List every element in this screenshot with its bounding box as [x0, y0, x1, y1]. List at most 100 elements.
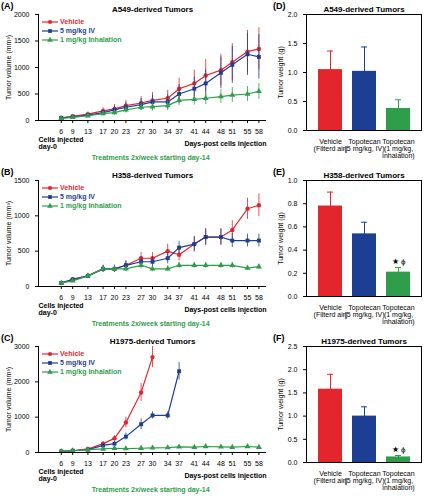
svg-text:41: 41: [190, 128, 198, 135]
svg-text:0.0: 0.0: [288, 293, 298, 300]
svg-text:A549-derived Tumors: A549-derived Tumors: [112, 5, 194, 14]
svg-text:1000: 1000: [14, 64, 30, 71]
svg-text:Cells injectedday-0: Cells injectedday-0: [39, 302, 84, 317]
svg-text:13: 13: [84, 128, 92, 135]
svg-text:37: 37: [175, 294, 183, 301]
svg-text:30: 30: [149, 460, 157, 467]
svg-text:48: 48: [217, 294, 225, 301]
svg-text:Tumor volume (mm³): Tumor volume (mm³): [5, 35, 13, 100]
svg-text:Topotecan(5 mg/kg, IV): Topotecan(5 mg/kg, IV): [344, 470, 384, 485]
svg-text:27: 27: [137, 294, 145, 301]
svg-text:2.0: 2.0: [288, 366, 298, 373]
svg-text:9: 9: [71, 460, 75, 467]
svg-text:34: 34: [164, 294, 172, 301]
svg-text:44: 44: [202, 128, 210, 135]
svg-text:17: 17: [99, 460, 107, 467]
svg-text:2.0: 2.0: [288, 11, 298, 18]
svg-text:0: 0: [26, 449, 30, 456]
svg-text:41: 41: [190, 460, 198, 467]
svg-text:1.0: 1.0: [288, 69, 298, 76]
svg-text:H1975-derived Tumors: H1975-derived Tumors: [321, 337, 407, 346]
svg-text:37: 37: [175, 460, 183, 467]
svg-text:0.2: 0.2: [288, 270, 298, 277]
svg-text:58: 58: [255, 460, 263, 467]
svg-text:Treatments 2x/week starting da: Treatments 2x/week starting day-14: [92, 154, 210, 162]
svg-text:Treatments 2x/week starting da: Treatments 2x/week starting day-14: [92, 486, 210, 494]
svg-text:20: 20: [111, 294, 119, 301]
svg-text:6: 6: [59, 460, 63, 467]
svg-text:20: 20: [111, 128, 119, 135]
svg-text:48: 48: [217, 460, 225, 467]
svg-text:55: 55: [244, 460, 252, 467]
svg-text:51: 51: [228, 128, 236, 135]
svg-text:0.5: 0.5: [288, 98, 298, 105]
svg-text:55: 55: [244, 294, 252, 301]
svg-text:58: 58: [255, 128, 263, 135]
svg-text:13: 13: [84, 460, 92, 467]
svg-text:0.4: 0.4: [288, 246, 298, 253]
svg-text:0: 0: [26, 117, 30, 124]
svg-text:55: 55: [244, 128, 252, 135]
svg-text:23: 23: [122, 460, 130, 467]
svg-text:Days-post cells injection: Days-post cells injection: [184, 140, 266, 148]
svg-text:17: 17: [99, 128, 107, 135]
svg-text:Treatments 2x/week starting da: Treatments 2x/week starting day-14: [92, 320, 210, 328]
svg-text:1000: 1000: [14, 413, 30, 420]
svg-text:1.5: 1.5: [288, 40, 298, 47]
svg-text:Vehicle(Filterd air): Vehicle(Filterd air): [314, 470, 348, 485]
svg-text:30: 30: [149, 294, 157, 301]
svg-text:Tumor volume (mm³): Tumor volume (mm³): [5, 367, 13, 432]
svg-text:0.5: 0.5: [288, 436, 298, 443]
svg-text:3000: 3000: [14, 343, 30, 350]
svg-text:2000: 2000: [14, 11, 30, 18]
svg-text:9: 9: [71, 128, 75, 135]
svg-text:58: 58: [255, 294, 263, 301]
svg-text:34: 34: [164, 460, 172, 467]
svg-text:44: 44: [202, 294, 210, 301]
svg-text:51: 51: [228, 460, 236, 467]
svg-text:Days-post cells injection: Days-post cells injection: [184, 472, 266, 480]
svg-text:Vehicle(Filterd air): Vehicle(Filterd air): [314, 304, 348, 319]
svg-text:1500: 1500: [14, 177, 30, 184]
svg-text:0.0: 0.0: [288, 127, 298, 134]
svg-text:23: 23: [122, 294, 130, 301]
svg-text:H358-derived Tumors: H358-derived Tumors: [323, 171, 405, 180]
svg-text:Tumor weight (g): Tumor weight (g): [277, 378, 285, 431]
svg-text:1.0: 1.0: [288, 177, 298, 184]
svg-text:Tumor weight (g): Tumor weight (g): [277, 212, 285, 265]
svg-text:Topotecan(5 mg/kg, IV): Topotecan(5 mg/kg, IV): [344, 138, 384, 153]
svg-text:20: 20: [111, 460, 119, 467]
svg-text:41: 41: [190, 294, 198, 301]
svg-text:0: 0: [26, 283, 30, 290]
svg-text:H1975-derived Tumors: H1975-derived Tumors: [110, 337, 196, 346]
svg-text:0.6: 0.6: [288, 223, 298, 230]
svg-text:500: 500: [18, 247, 30, 254]
svg-text:Cells injectedday-0: Cells injectedday-0: [39, 136, 84, 151]
svg-text:Tumor weight (g): Tumor weight (g): [277, 46, 285, 99]
svg-text:Topotecan(1 mg/kg,inhalation): Topotecan(1 mg/kg,inhalation): [382, 470, 414, 492]
svg-text:23: 23: [122, 128, 130, 135]
svg-text:★ ϕ: ★ ϕ: [392, 445, 406, 454]
svg-text:17: 17: [99, 294, 107, 301]
svg-text:30: 30: [149, 128, 157, 135]
svg-text:Cells injectedday-0: Cells injectedday-0: [39, 468, 84, 483]
svg-text:2000: 2000: [14, 378, 30, 385]
svg-text:Topotecan(5 mg/kg, IV): Topotecan(5 mg/kg, IV): [344, 304, 384, 319]
svg-text:1500: 1500: [14, 37, 30, 44]
svg-text:6: 6: [59, 128, 63, 135]
svg-text:A549-derived Tumors: A549-derived Tumors: [323, 5, 405, 14]
svg-text:37: 37: [175, 128, 183, 135]
svg-text:48: 48: [217, 128, 225, 135]
svg-text:6: 6: [59, 294, 63, 301]
svg-text:500: 500: [18, 90, 30, 97]
svg-text:44: 44: [202, 460, 210, 467]
svg-text:★ ϕ: ★ ϕ: [392, 257, 406, 266]
svg-text:0.8: 0.8: [288, 200, 298, 207]
svg-text:9: 9: [71, 294, 75, 301]
svg-text:Topotecan(1 mg/kg,inhalation): Topotecan(1 mg/kg,inhalation): [382, 138, 414, 160]
svg-text:2.5: 2.5: [288, 343, 298, 350]
svg-text:51: 51: [228, 294, 236, 301]
svg-text:27: 27: [137, 128, 145, 135]
svg-text:13: 13: [84, 294, 92, 301]
svg-text:1.0: 1.0: [288, 412, 298, 419]
